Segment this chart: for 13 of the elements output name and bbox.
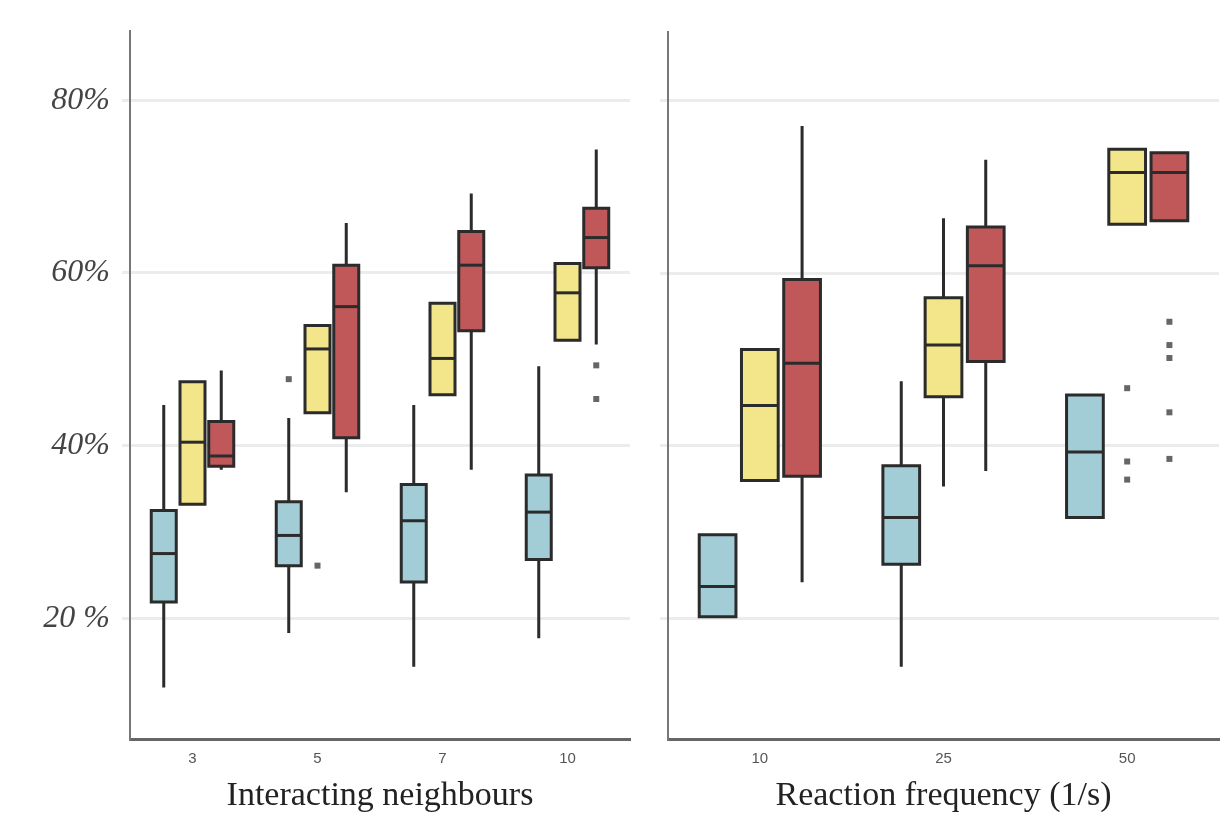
y-tick-label: 20 % <box>43 597 110 634</box>
y-tick-label: 80% <box>51 79 110 116</box>
x-axis-title: Reaction frequency (1/s) <box>775 774 1112 813</box>
y-tick-label: 40% <box>51 425 110 462</box>
x-axis-title: Interacting neighbours <box>226 774 534 812</box>
x-tick-label: 5 <box>313 749 322 767</box>
x-tick-label: 25 <box>935 749 952 767</box>
y-tick-label: 60% <box>51 252 110 289</box>
x-tick-label: 3 <box>188 749 197 767</box>
x-tick-label: 10 <box>559 749 576 767</box>
x-tick-label: 50 <box>1118 749 1136 767</box>
x-tick-label: 10 <box>751 749 769 767</box>
x-tick-label: 7 <box>438 749 447 767</box>
